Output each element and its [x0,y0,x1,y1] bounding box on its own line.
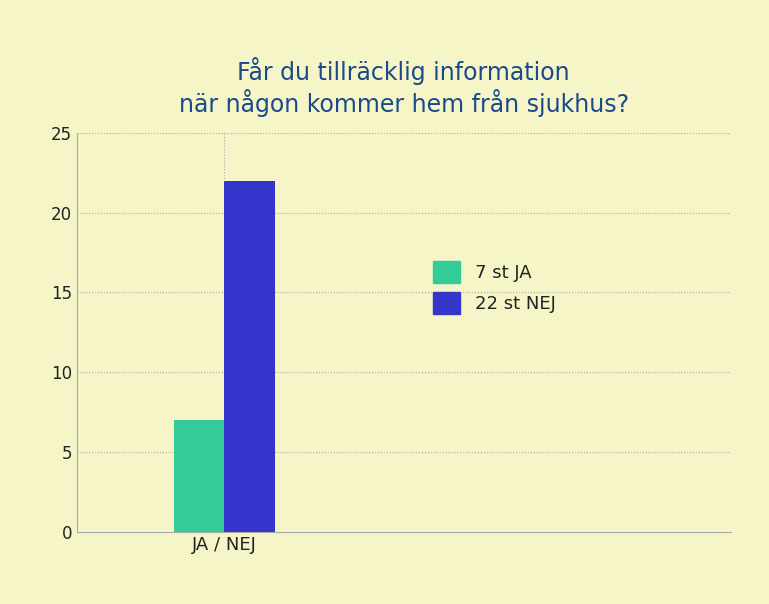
Legend: 7 st JA, 22 st NEJ: 7 st JA, 22 st NEJ [426,254,563,321]
Bar [225,181,275,532]
Title: Får du tillräcklig information
när någon kommer hem från sjukhus?: Får du tillräcklig information när någon… [178,57,629,117]
Bar [174,420,225,532]
